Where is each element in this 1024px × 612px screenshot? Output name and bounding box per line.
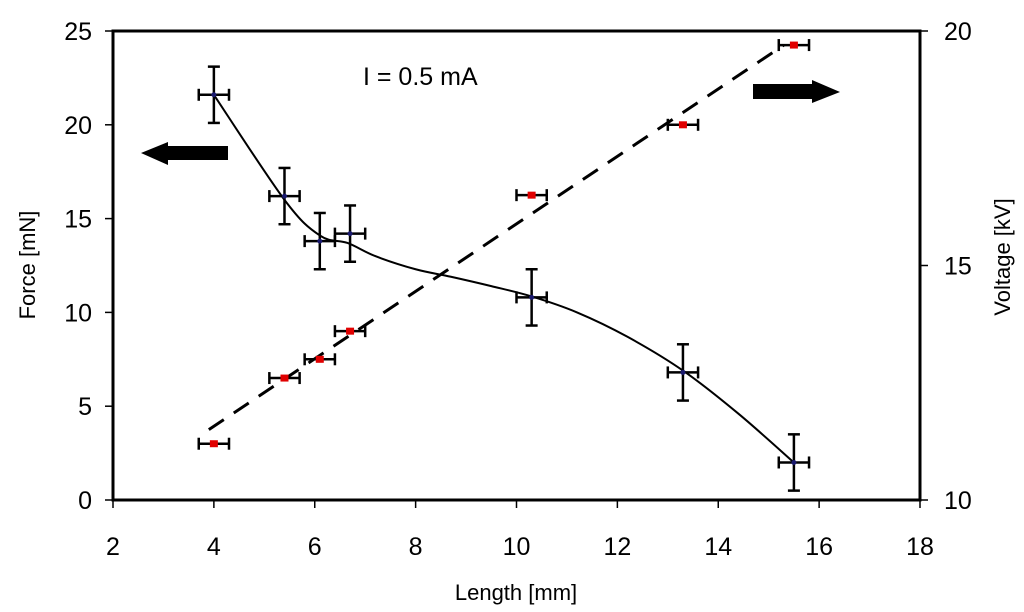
- x-tick-label: 2: [106, 533, 120, 561]
- voltage-data-point: [527, 191, 536, 199]
- axes: [111, 29, 922, 502]
- y-tick-label: 15: [64, 206, 92, 234]
- plot-frame: [111, 29, 922, 502]
- voltage-data-point: [346, 327, 355, 335]
- fit-lines: [207, 43, 795, 464]
- y-tick-label: 5: [78, 393, 92, 421]
- y2-axis-title: Voltage [kV]: [990, 198, 1015, 315]
- voltage-data-point: [280, 374, 289, 382]
- force-fit-curve: [213, 94, 795, 464]
- force-data-point: [680, 369, 686, 375]
- x-axis-title: Length [mm]: [455, 580, 577, 605]
- x-tick-label: 4: [207, 533, 221, 561]
- y-axis-title: Force [mN]: [15, 211, 40, 320]
- y2-axis-ticks: 10 15 20: [920, 18, 972, 515]
- error-bars: [197, 39, 811, 492]
- voltage-data-point: [678, 121, 687, 129]
- markers: [209, 41, 798, 465]
- y2-tick-label: 15: [944, 253, 972, 281]
- y2-tick-label: 10: [944, 487, 972, 515]
- x-axis-ticks: 2 4 6 8 10 12 14 16 18: [106, 500, 934, 561]
- force-data-point: [281, 193, 287, 199]
- x-tick-label: 10: [503, 533, 531, 561]
- y-tick-label: 20: [64, 112, 92, 140]
- y-tick-label: 25: [64, 18, 92, 46]
- x-tick-label: 16: [805, 533, 833, 561]
- force-axis-arrow: [141, 142, 228, 165]
- x-tick-label: 6: [308, 533, 322, 561]
- force-data-point: [791, 459, 797, 465]
- y-tick-label: 0: [78, 487, 92, 515]
- voltage-data-point: [315, 355, 324, 363]
- y-axis-ticks: 0 5 10 15 20 25: [64, 18, 113, 515]
- voltage-fit-line: [207, 43, 785, 431]
- voltage-data-point: [789, 41, 798, 49]
- force-data-point: [529, 294, 535, 300]
- voltage-axis-arrow: [753, 80, 840, 103]
- x-tick-label: 18: [906, 533, 934, 561]
- force-data-point: [317, 238, 323, 244]
- force-data-point: [347, 231, 353, 237]
- y-tick-label: 10: [64, 299, 92, 327]
- x-tick-label: 8: [409, 533, 423, 561]
- y2-tick-label: 20: [944, 18, 972, 46]
- x-tick-label: 12: [603, 533, 631, 561]
- x-tick-label: 14: [704, 533, 732, 561]
- force-data-point: [211, 92, 217, 98]
- current-annotation: I = 0.5 mA: [363, 63, 478, 91]
- voltage-data-point: [209, 440, 218, 448]
